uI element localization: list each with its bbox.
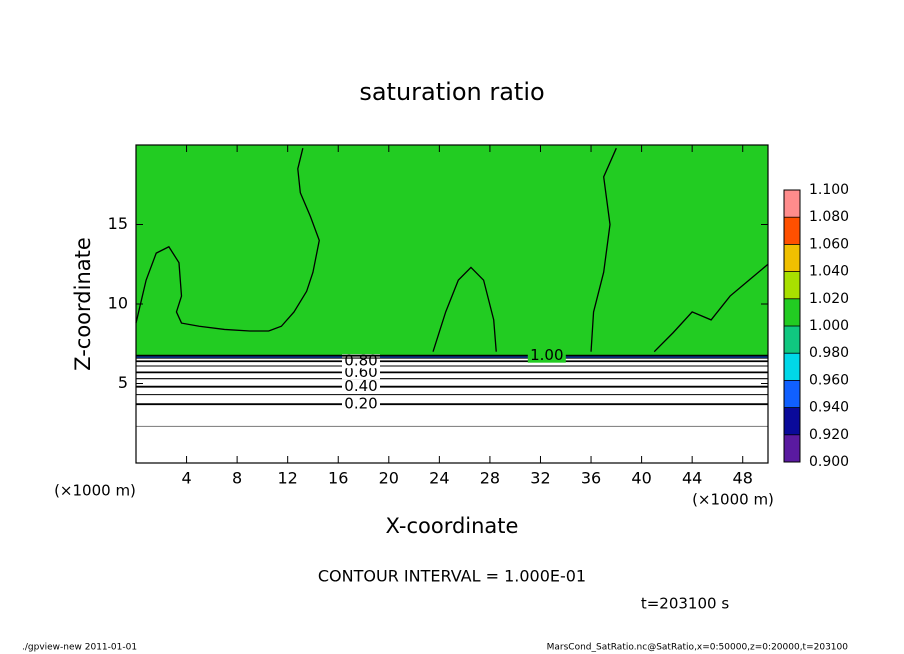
contour-curve xyxy=(590,147,617,352)
x-tick-label: 28 xyxy=(480,469,500,488)
colorbar-tick-label: 1.080 xyxy=(809,209,849,225)
x-tick-label: 40 xyxy=(631,469,651,488)
x-tick-label: 32 xyxy=(530,469,550,488)
x-tick-label: 24 xyxy=(429,469,449,488)
y-tick-label: 5 xyxy=(118,373,128,392)
colorbar-box xyxy=(784,217,800,245)
y-axis-label: Z-coordinate xyxy=(71,237,95,371)
contour-label: 0.80 xyxy=(344,352,377,370)
footer-left: ./gpview-new 2011-01-01 xyxy=(22,643,137,653)
contour-curve xyxy=(135,148,320,332)
contour-label-bg xyxy=(341,379,380,394)
colorbar-box xyxy=(784,271,800,299)
colorbar-tick-label: 1.000 xyxy=(809,318,849,334)
colorbar-tick-label: 0.940 xyxy=(809,400,849,416)
colorbar-box xyxy=(784,298,800,326)
colorbar-box xyxy=(784,380,800,408)
time-note: t=203100 s xyxy=(641,595,729,613)
contour-label: 0.40 xyxy=(344,377,377,395)
y-unit: (×1000 m) xyxy=(54,482,136,500)
colorbar-box xyxy=(784,190,800,218)
x-tick-label: 20 xyxy=(379,469,399,488)
y-tick-label: 15 xyxy=(108,214,128,233)
colorbar-tick-label: 0.960 xyxy=(809,372,849,388)
x-tick-label: 16 xyxy=(328,469,348,488)
field-region xyxy=(136,145,768,357)
contour-label: 1.00 xyxy=(530,346,563,364)
x-tick-label: 12 xyxy=(278,469,298,488)
colorbar-tick-label: 1.060 xyxy=(809,236,849,252)
interval-note: CONTOUR INTERVAL = 1.000E-01 xyxy=(318,567,586,586)
colorbar-box xyxy=(784,407,800,435)
x-axis-label: X-coordinate xyxy=(386,514,519,538)
colorbar-tick-label: 0.920 xyxy=(809,427,849,443)
x-tick-label: 48 xyxy=(733,469,753,488)
chart-title: saturation ratio xyxy=(359,78,544,106)
contour-label: 0.20 xyxy=(344,395,377,413)
contour-curve xyxy=(653,263,769,353)
contour-curve xyxy=(432,266,497,352)
colorbar-box xyxy=(784,244,800,272)
footer-right: MarsCond_SatRatio.nc@SatRatio,x=0:50000,… xyxy=(547,643,849,653)
x-tick-label: 44 xyxy=(682,469,702,488)
colorbar-tick-label: 1.100 xyxy=(809,182,849,198)
contour-label-bg xyxy=(341,397,380,412)
colorbar-box xyxy=(784,434,800,462)
x-unit: (×1000 m) xyxy=(692,491,774,509)
x-tick-label: 4 xyxy=(181,469,191,488)
x-tick-label: 36 xyxy=(581,469,601,488)
contour-label-bg xyxy=(341,365,380,380)
colorbar-tick-label: 0.980 xyxy=(809,345,849,361)
colorbar-box xyxy=(784,326,800,354)
colorbar-box xyxy=(784,353,800,381)
x-tick-label: 8 xyxy=(232,469,242,488)
colorbar-tick-label: 0.900 xyxy=(809,454,849,470)
colorbar-tick-label: 1.020 xyxy=(809,291,849,307)
colorbar-tick-label: 1.040 xyxy=(809,264,849,280)
y-tick-label: 10 xyxy=(108,294,128,313)
contour-label-bg xyxy=(527,348,566,363)
